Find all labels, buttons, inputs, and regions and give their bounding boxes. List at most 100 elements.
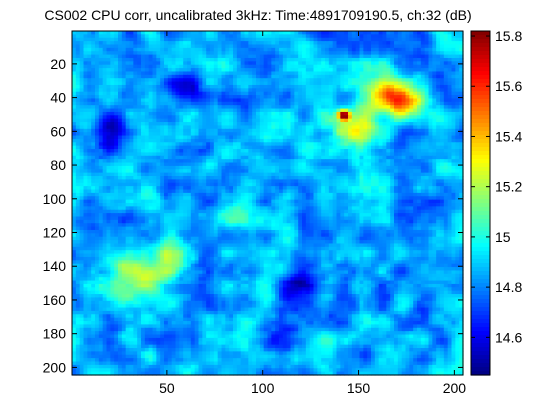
heatmap-cell	[95, 68, 100, 73]
heatmap-cell	[451, 108, 456, 113]
heatmap-cell	[102, 149, 108, 154]
heatmap-cell	[79, 81, 85, 86]
heatmap-cell	[187, 165, 192, 170]
heatmap-cell	[371, 101, 376, 106]
heatmap-cell	[348, 61, 353, 66]
heatmap-cell	[340, 145, 345, 150]
heatmap-cell	[210, 125, 215, 130]
heatmap-cell	[279, 54, 284, 59]
heatmap-cell	[302, 176, 307, 180]
heatmap-cell	[221, 84, 226, 89]
heatmap-cell	[206, 34, 211, 39]
heatmap-cell	[79, 122, 85, 127]
heatmap-cell	[371, 125, 376, 130]
heatmap-cell	[294, 47, 299, 52]
heatmap-cell	[282, 37, 288, 42]
heatmap-cell	[233, 155, 238, 160]
heatmap-cell	[263, 172, 269, 177]
heatmap-cell	[271, 61, 276, 66]
heatmap-cell	[440, 105, 445, 110]
heatmap-cell	[229, 81, 234, 86]
heatmap-cell	[267, 142, 272, 147]
heatmap-cell	[171, 182, 177, 187]
heatmap-cell	[98, 155, 104, 160]
heatmap-cell	[302, 84, 307, 89]
heatmap-cell	[217, 118, 223, 123]
heatmap-cell	[236, 31, 242, 35]
heatmap-cell	[359, 51, 364, 56]
heatmap-cell	[106, 128, 111, 133]
heatmap-cell	[221, 105, 226, 110]
heatmap-cell	[79, 78, 85, 83]
heatmap-cell	[175, 159, 180, 164]
heatmap-cell	[401, 64, 407, 69]
heatmap-cell	[152, 182, 157, 187]
heatmap-cell	[363, 122, 368, 127]
heatmap-cell	[252, 108, 257, 113]
heatmap-cell	[110, 78, 115, 83]
heatmap-cell	[167, 176, 173, 180]
heatmap-cell	[309, 54, 315, 59]
heatmap-cell	[401, 145, 407, 150]
heatmap-cell	[447, 149, 453, 154]
heatmap-cell	[313, 88, 318, 93]
heatmap-cell	[72, 91, 77, 96]
heatmap-cell	[244, 84, 249, 89]
heatmap-cell	[271, 95, 276, 100]
heatmap-cell	[160, 101, 165, 106]
heatmap-cell	[321, 186, 326, 191]
heatmap-cell	[102, 162, 108, 167]
heatmap-cell	[229, 68, 234, 73]
heatmap-cell	[240, 47, 246, 52]
heatmap-cell	[378, 51, 384, 56]
heatmap-cell	[259, 84, 265, 89]
heatmap-cell	[359, 145, 364, 150]
heatmap-cell	[118, 128, 123, 133]
heatmap-cell	[275, 192, 280, 197]
heatmap-cell	[351, 128, 357, 133]
heatmap-cell	[160, 105, 165, 110]
heatmap-cell	[202, 91, 207, 96]
heatmap-cell	[202, 51, 207, 56]
heatmap-cell	[378, 155, 384, 160]
heatmap-cell	[98, 192, 104, 197]
heatmap-cell	[229, 159, 234, 164]
heatmap-cell	[256, 145, 261, 150]
heatmap-cell	[183, 101, 188, 106]
heatmap-cell	[302, 192, 307, 197]
heatmap-cell	[436, 122, 441, 127]
heatmap-cell	[133, 155, 138, 160]
heatmap-cell	[378, 105, 384, 110]
heatmap-cell	[405, 128, 410, 133]
heatmap-cell	[313, 31, 318, 35]
heatmap-cell	[394, 145, 399, 150]
heatmap-cell	[378, 37, 384, 42]
heatmap-cell	[102, 115, 108, 120]
heatmap-cell	[95, 128, 100, 133]
heatmap-cell	[229, 125, 234, 130]
heatmap-cell	[397, 192, 403, 197]
heatmap-cell	[229, 179, 234, 184]
heatmap-cell	[413, 91, 418, 96]
heatmap-cell	[164, 61, 169, 66]
heatmap-cell	[213, 71, 219, 76]
heatmap-cell	[413, 111, 418, 116]
heatmap-cell	[167, 101, 173, 106]
heatmap-cell	[248, 162, 253, 167]
heatmap-cell	[302, 41, 307, 46]
heatmap-cell	[351, 179, 357, 184]
heatmap-cell	[75, 84, 81, 89]
heatmap-cell	[282, 142, 288, 147]
heatmap-cell	[129, 54, 134, 59]
heatmap-cell	[118, 132, 123, 137]
heatmap-cell	[210, 84, 215, 89]
heatmap-cell	[405, 162, 410, 167]
heatmap-cell	[95, 115, 100, 120]
heatmap-cell	[344, 132, 349, 137]
heatmap-cell	[164, 162, 169, 167]
heatmap-cell	[336, 172, 341, 177]
heatmap-cell	[378, 91, 384, 96]
heatmap-cell	[229, 152, 234, 157]
heatmap-cell	[459, 169, 464, 174]
heatmap-cell	[252, 118, 257, 123]
